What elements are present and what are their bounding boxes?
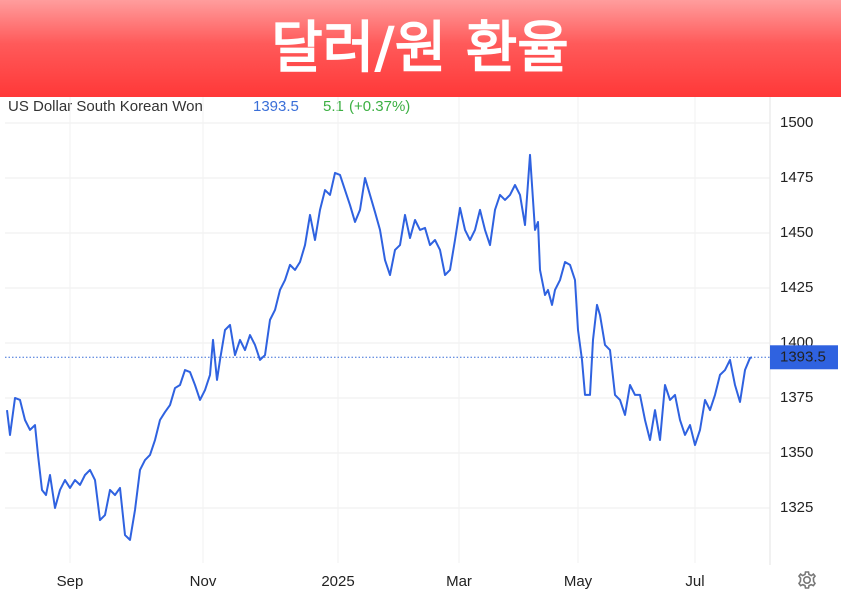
y-tick-label: 1375 [780, 389, 813, 406]
x-tick-label: May [564, 573, 593, 590]
current-price-box [770, 345, 838, 370]
legend-price: 1393.5 [253, 98, 299, 115]
title-banner [0, 0, 841, 97]
x-tick-label: Mar [446, 573, 472, 590]
current-price-label: 1393.5 [780, 348, 826, 365]
x-tick-label: Nov [190, 573, 217, 590]
legend-series-name: US Dollar South Korean Won [8, 98, 203, 115]
y-tick-label: 1500 [780, 114, 813, 131]
x-tick-label: Sep [57, 573, 84, 590]
x-tick-label: Jul [685, 573, 704, 590]
y-tick-label: 1325 [780, 499, 813, 516]
legend-change: 5.1 [323, 98, 344, 115]
y-tick-label: 1425 [780, 279, 813, 296]
x-tick-label: 2025 [321, 573, 354, 590]
y-tick-label: 1475 [780, 169, 813, 186]
price-line [6, 153, 753, 541]
settings-icon[interactable] [797, 571, 817, 589]
legend-change-percent: (+0.37%) [349, 98, 410, 115]
y-tick-label: 1350 [780, 444, 813, 461]
chart-title: 달러/원 환율 [271, 16, 569, 81]
y-tick-label: 1450 [780, 224, 813, 241]
